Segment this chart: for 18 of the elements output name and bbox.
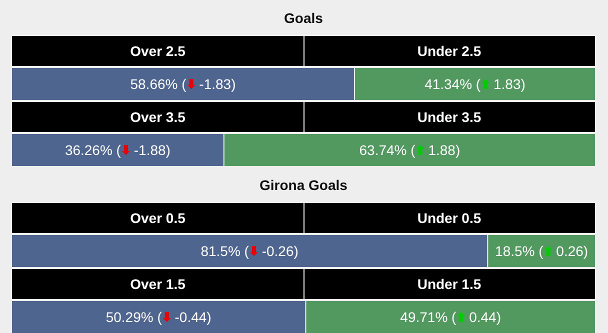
series-label: Under 0.5 [417, 210, 482, 226]
data-label: 41.34% ( 1.83) [424, 76, 526, 92]
data-label: 63.74% ( 1.88) [359, 142, 460, 158]
chart-title: Girona Goals [260, 176, 348, 193]
data-label: 18.5% ( 0.26) [495, 242, 588, 259]
data-label: 81.5% ( -0.26) [200, 242, 298, 259]
data-label: 58.66% ( -1.83) [130, 76, 236, 92]
series-label: Under 1.5 [417, 276, 482, 292]
data-label: 50.29% ( -0.44) [106, 308, 212, 325]
chart-title: Goals [284, 10, 324, 26]
series-label: Over 1.5 [130, 276, 186, 292]
series-label: Over 0.5 [130, 210, 186, 226]
series-label: Under 2.5 [417, 42, 482, 59]
series-label: Under 3.5 [417, 108, 482, 125]
series-label: Over 3.5 [130, 108, 186, 125]
data-label: 49.71% ( 0.44) [400, 308, 502, 325]
data-label: 36.26% ( -1.88) [64, 142, 170, 158]
series-label: Over 2.5 [130, 42, 186, 59]
